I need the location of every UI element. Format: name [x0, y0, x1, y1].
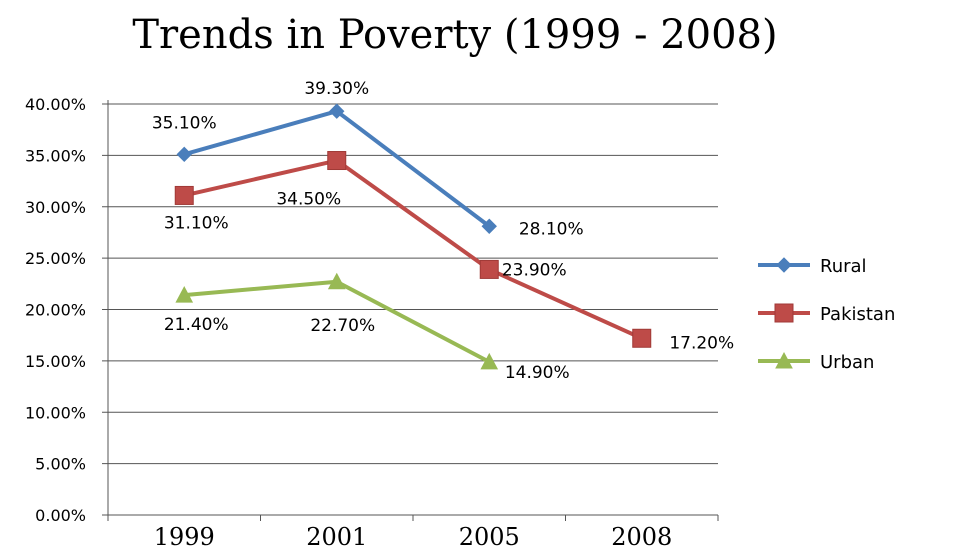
y-tick-label: 40.00% — [25, 95, 86, 114]
legend-label-rural: Rural — [820, 256, 867, 277]
x-tick-label: 2001 — [306, 523, 367, 551]
y-tick-label: 15.00% — [25, 352, 86, 371]
series-group — [174, 103, 652, 370]
data-label: 14.90% — [505, 363, 570, 383]
data-point-rural — [481, 218, 497, 234]
data-label: 35.10% — [152, 113, 217, 133]
data-point-rural — [176, 146, 192, 163]
data-point-urban — [480, 352, 499, 370]
data-label: 21.40% — [164, 315, 229, 335]
x-tick-label: 2005 — [459, 523, 520, 551]
data-labels: 35.10% 39.30% 28.10% 31.10% 34.50% 23.90% 17.2… — [152, 79, 734, 383]
x-axis-ticks: 1999 2001 2005 2008 — [154, 523, 673, 551]
legend-label-pakistan: Pakistan — [820, 304, 895, 325]
series-line-pakistan — [183, 158, 643, 341]
x-tick-label: 1999 — [154, 523, 215, 551]
data-label: 22.70% — [310, 316, 375, 336]
y-tick-label: 25.00% — [25, 249, 86, 268]
y-tick-label: 35.00% — [25, 146, 86, 165]
chart-title: Trends in Poverty (1999 - 2008) — [132, 12, 777, 58]
x-tick-label: 2008 — [611, 523, 672, 551]
data-point-pakistan — [632, 328, 652, 348]
data-label: 23.90% — [502, 260, 567, 280]
data-point-urban — [327, 272, 346, 290]
legend-marker-pakistan — [774, 303, 794, 323]
data-label: 39.30% — [304, 79, 369, 99]
data-label: 28.10% — [519, 219, 584, 239]
data-label: 31.10% — [164, 213, 229, 233]
y-axis-ticks: 0.00% 5.00% 10.00% 15.00% 20.00% 25.00% 30.00%… — [25, 95, 86, 525]
y-tick-label: 0.00% — [35, 506, 86, 525]
data-point-rural — [329, 103, 345, 119]
data-point-pakistan — [479, 259, 499, 279]
data-label: 17.20% — [669, 333, 734, 353]
legend-marker-rural — [776, 257, 792, 273]
legend: Rural Pakistan Urban — [758, 256, 895, 373]
data-point-urban — [175, 286, 194, 303]
y-tick-label: 20.00% — [25, 301, 86, 320]
legend-marker-urban — [775, 351, 793, 369]
data-point-pakistan — [327, 151, 347, 171]
y-tick-label: 10.00% — [25, 403, 86, 422]
data-point-pakistan — [174, 185, 194, 205]
grid-lines — [108, 103, 718, 465]
y-tick-label: 5.00% — [35, 455, 86, 474]
legend-label-urban: Urban — [820, 352, 874, 373]
axes — [102, 100, 719, 521]
y-tick-label: 30.00% — [25, 198, 86, 217]
data-label: 34.50% — [276, 190, 341, 210]
